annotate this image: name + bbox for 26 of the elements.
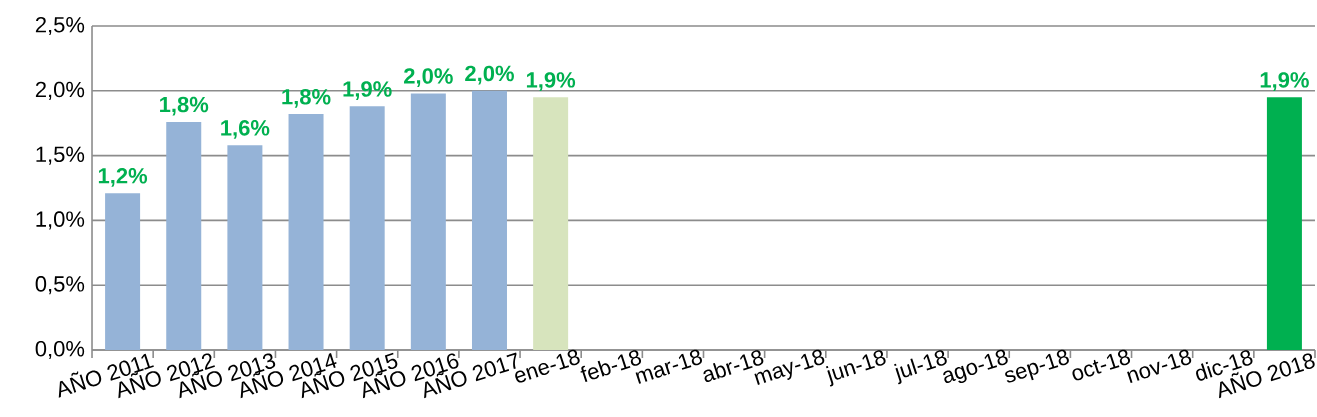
y-tick-label: 0,5%	[35, 276, 85, 295]
bar	[410, 93, 446, 350]
y-tick-label: 0,0%	[35, 340, 85, 360]
bar	[533, 97, 569, 350]
y-tick-label: 2,0%	[35, 81, 85, 100]
bar	[1266, 97, 1302, 350]
bar	[105, 193, 141, 350]
bar	[166, 121, 202, 350]
data-label: 1,6%	[221, 120, 270, 139]
data-label: 1,9%	[526, 72, 576, 91]
x-tick-label: ene-18	[515, 349, 580, 383]
y-tick-label: 1,0%	[36, 211, 85, 230]
data-label: 1,8%	[160, 96, 209, 116]
data-label: 1,2%	[98, 168, 148, 187]
data-label: 1,9%	[1260, 72, 1309, 91]
y-tick-label: 2,5%	[35, 16, 85, 36]
data-label: 2,0%	[465, 65, 514, 85]
x-tick-label: jun-18	[825, 350, 886, 387]
bar	[288, 114, 324, 350]
data-label: 1,9%	[343, 81, 392, 100]
bar	[349, 106, 385, 350]
bar	[227, 145, 263, 350]
data-label: 1,8%	[282, 88, 331, 108]
data-label: 2,0%	[404, 68, 453, 87]
y-tick-label: 1,5%	[36, 146, 85, 165]
bar	[471, 90, 507, 350]
